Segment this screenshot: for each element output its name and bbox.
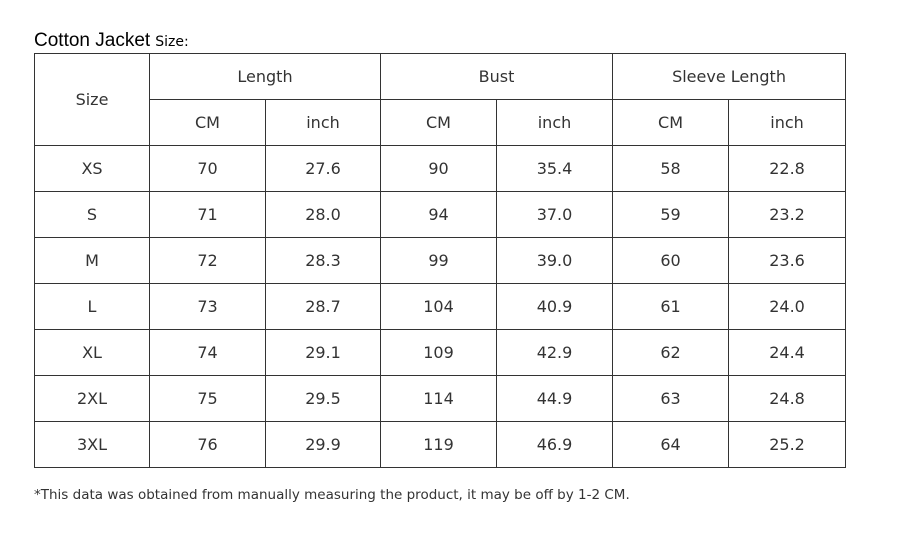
group-header: Bust <box>379 53 614 100</box>
value-cell: 58 <box>612 145 730 192</box>
value-cell: 42.9 <box>495 329 614 376</box>
value-cell: 59 <box>612 191 730 238</box>
value-cell: 74 <box>149 329 266 376</box>
size-table: Size Length Bust Sleeve Length CM inch CM inch C… <box>34 53 847 468</box>
value-cell: 37.0 <box>495 191 614 238</box>
data-row: 3XL 76 29.9 119 46.9 64 25.2 <box>34 421 847 468</box>
value-cell: 63 <box>612 375 730 422</box>
unit-header: CM <box>612 99 730 146</box>
table-body: Size Length Bust Sleeve Length CM inch CM inch C… <box>34 53 847 468</box>
value-cell: 28.3 <box>265 237 381 284</box>
value-cell: 24.4 <box>728 329 847 376</box>
value-cell: 27.6 <box>265 145 381 192</box>
size-cell: XL <box>34 329 150 376</box>
size-cell: 2XL <box>34 375 150 422</box>
data-row: S 71 28.0 94 37.0 59 23.2 <box>34 191 847 238</box>
value-cell: 90 <box>380 145 497 192</box>
title-sub: Size: <box>155 34 189 50</box>
footnote: *This data was obtained from manually me… <box>34 487 630 503</box>
value-cell: 29.1 <box>265 329 381 376</box>
size-cell: 3XL <box>34 421 150 468</box>
value-cell: 109 <box>380 329 497 376</box>
size-cell: S <box>34 191 150 238</box>
title: Cotton Jacket Size: <box>34 30 189 52</box>
value-cell: 62 <box>612 329 730 376</box>
value-cell: 39.0 <box>495 237 614 284</box>
value-cell: 28.7 <box>265 283 381 330</box>
data-row: M 72 28.3 99 39.0 60 23.6 <box>34 237 847 284</box>
unit-header: CM <box>149 99 266 146</box>
value-cell: 25.2 <box>728 421 847 468</box>
data-row: L 73 28.7 104 40.9 61 24.0 <box>34 283 847 330</box>
size-cell: XS <box>34 145 150 192</box>
value-cell: 70 <box>149 145 266 192</box>
value-cell: 24.8 <box>728 375 847 422</box>
data-row: XL 74 29.1 109 42.9 62 24.4 <box>34 329 847 376</box>
unit-header: inch <box>495 99 614 146</box>
value-cell: 60 <box>612 237 730 284</box>
header-row: Size Length Bust Sleeve Length <box>34 53 847 146</box>
value-cell: 22.8 <box>728 145 847 192</box>
unit-row: CM inch CM inch CM inch <box>35 99 847 146</box>
value-cell: 104 <box>380 283 497 330</box>
value-cell: 61 <box>612 283 730 330</box>
size-cell: M <box>34 237 150 284</box>
size-cell: L <box>34 283 150 330</box>
value-cell: 35.4 <box>495 145 614 192</box>
value-cell: 99 <box>380 237 497 284</box>
value-cell: 75 <box>149 375 266 422</box>
data-row: 2XL 75 29.5 114 44.9 63 24.8 <box>34 375 847 422</box>
size-header: Size <box>34 53 150 146</box>
value-cell: 72 <box>149 237 266 284</box>
value-cell: 76 <box>149 421 266 468</box>
value-cell: 23.6 <box>728 237 847 284</box>
group-header: Length <box>149 53 381 100</box>
unit-header: inch <box>265 99 381 146</box>
unit-header: inch <box>728 99 847 146</box>
value-cell: 73 <box>149 283 266 330</box>
value-cell: 40.9 <box>495 283 614 330</box>
value-cell: 23.2 <box>728 191 847 238</box>
value-cell: 64 <box>612 421 730 468</box>
value-cell: 29.9 <box>265 421 381 468</box>
value-cell: 94 <box>380 191 497 238</box>
value-cell: 29.5 <box>265 375 381 422</box>
unit-header: CM <box>380 99 497 146</box>
value-cell: 44.9 <box>495 375 614 422</box>
value-cell: 114 <box>380 375 497 422</box>
data-row: XS 70 27.6 90 35.4 58 22.8 <box>34 145 847 192</box>
value-cell: 28.0 <box>265 191 381 238</box>
group-header: Sleeve Length <box>612 53 847 100</box>
value-cell: 46.9 <box>495 421 614 468</box>
value-cell: 24.0 <box>728 283 847 330</box>
title-main: Cotton Jacket <box>34 30 151 51</box>
value-cell: 71 <box>149 191 266 238</box>
value-cell: 119 <box>380 421 497 468</box>
